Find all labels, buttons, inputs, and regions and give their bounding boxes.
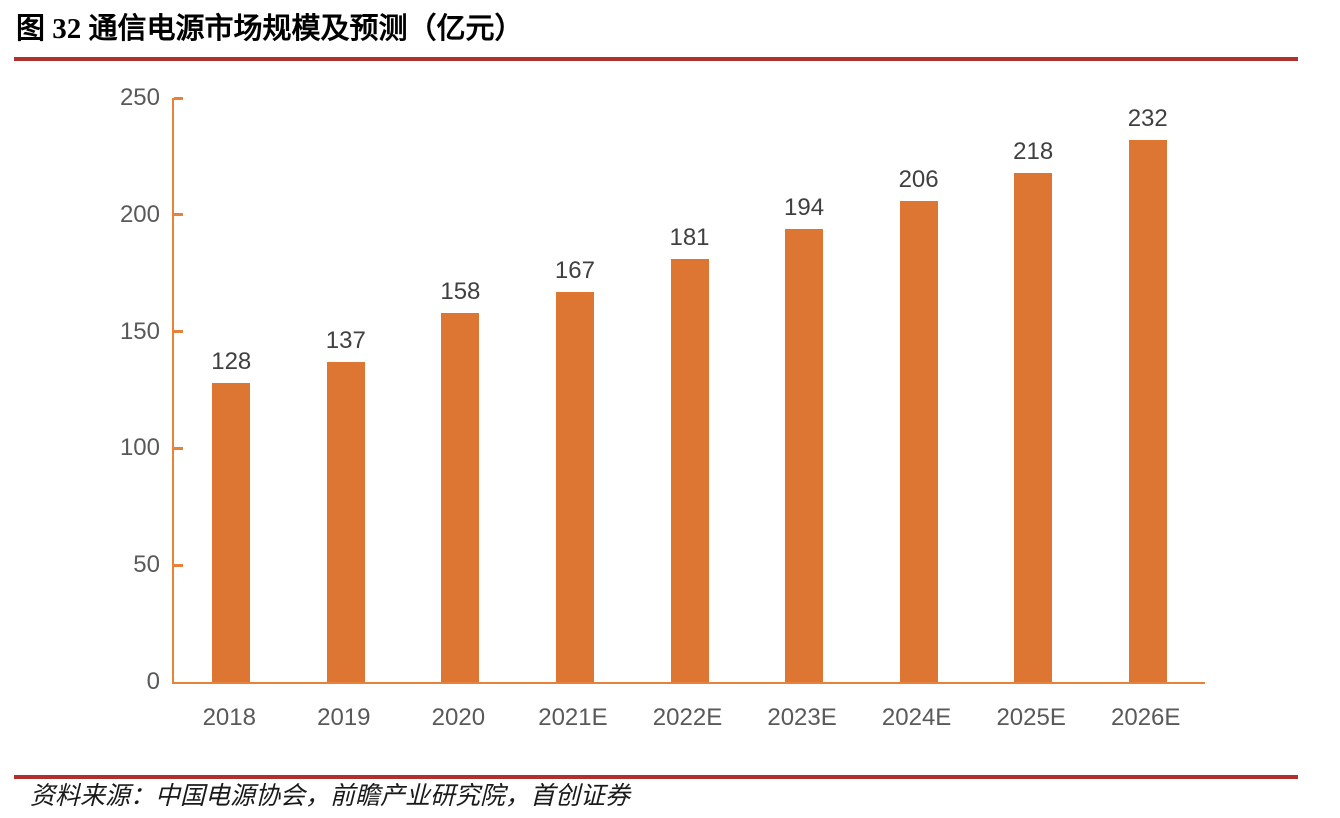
y-tick-mark	[174, 96, 183, 100]
y-tick-label: 250	[119, 84, 160, 111]
bar	[555, 291, 594, 682]
bar-value-label: 181	[669, 224, 710, 252]
bar	[785, 228, 824, 682]
bar-value-label: 206	[898, 165, 939, 193]
y-tick-label: 0	[146, 668, 160, 695]
bar	[441, 312, 480, 682]
y-tick-mark	[174, 213, 183, 217]
x-tick-label: 2019	[317, 704, 371, 731]
bar-value-label: 232	[1127, 105, 1168, 133]
y-tick-label: 50	[133, 551, 160, 579]
x-tick-label: 2023E	[767, 704, 837, 731]
bar	[1128, 140, 1167, 682]
x-tick-label: 2018	[202, 704, 256, 731]
bar-value-label: 218	[1013, 137, 1054, 165]
x-tick-label: 2022E	[652, 704, 723, 731]
title-rule-line	[14, 57, 1298, 61]
x-tick-label: 2020	[431, 704, 486, 731]
bar-value-label: 137	[325, 326, 366, 354]
bar	[212, 383, 251, 682]
figure-title: 图 32 通信电源市场规模及预测（亿元）	[16, 13, 524, 45]
bar	[1014, 172, 1053, 682]
y-tick-mark	[174, 446, 183, 450]
source-note: 资料来源：中国电源协会，前瞻产业研究院，首创证券	[30, 783, 631, 810]
y-tick-label: 150	[119, 317, 160, 345]
y-tick-mark	[174, 330, 183, 334]
bar-value-label: 194	[784, 193, 825, 221]
bar-value-label: 158	[440, 277, 481, 305]
y-tick-label: 100	[119, 434, 160, 462]
bar	[899, 200, 938, 682]
bar	[670, 259, 709, 682]
bar	[326, 361, 365, 682]
x-tick-label: 2024E	[881, 704, 952, 731]
footer-rule-line	[14, 775, 1298, 779]
x-tick-label: 2021E	[538, 704, 608, 731]
bar-value-label: 167	[554, 256, 595, 284]
plot-area: 128 137 158 167 181 194 206 218 232	[172, 96, 1205, 684]
y-tick-label: 200	[119, 200, 160, 228]
y-tick-mark	[174, 563, 183, 567]
x-tick-label: 2026E	[1111, 704, 1181, 731]
bar-value-label: 128	[211, 347, 252, 375]
x-tick-label: 2025E	[996, 704, 1066, 731]
